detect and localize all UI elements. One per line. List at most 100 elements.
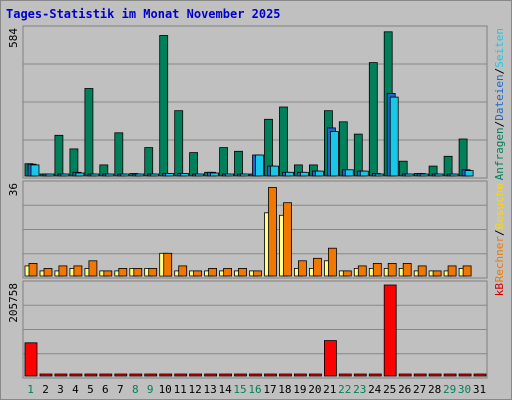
bar-kb-day18: [279, 373, 292, 377]
bar-seiten-day17: [270, 165, 279, 177]
bar-rechner-day3: [58, 265, 68, 277]
bar-seiten-day14: [225, 173, 235, 177]
bar-seiten-day4: [75, 172, 85, 177]
bar-rechner-day14: [223, 267, 233, 277]
x-tick-label: 5: [87, 383, 94, 396]
bar-rechner-day26: [402, 262, 412, 277]
legend-bottom: kB: [493, 283, 506, 297]
bar-kb-day10: [159, 373, 173, 377]
bar-kb-day22: [338, 373, 352, 377]
bar-kb-day12: [189, 373, 203, 377]
bar-seiten-day15: [240, 173, 249, 177]
bar-anfragen-day10: [159, 35, 169, 177]
x-tick-label: 27: [413, 383, 426, 396]
bar-rechner-day20: [312, 257, 322, 277]
x-tick-label: 31: [473, 383, 486, 396]
bar-kb-day6: [99, 373, 113, 377]
bar-kb-day16: [249, 373, 262, 377]
chart-title: Tages-Statistik im Monat November 2025: [6, 7, 281, 21]
bar-anfragen-day3: [54, 134, 64, 177]
bar-seiten-day9: [150, 173, 160, 177]
x-tick-label: 26: [398, 383, 411, 396]
bar-rechner-day15: [238, 267, 247, 277]
bar-seiten-day25: [389, 96, 399, 177]
bar-rechner-day6: [103, 270, 113, 277]
bar-kb-day7: [114, 373, 128, 377]
x-tick-label: 6: [102, 383, 109, 396]
x-tick-label: 15: [233, 383, 246, 396]
ymax-label-top: 584: [7, 28, 20, 48]
bar-seiten-day16: [255, 154, 264, 177]
bar-seiten-day26: [404, 173, 414, 177]
bar-kb-day17: [264, 373, 277, 377]
bar-rechner-day22: [342, 270, 352, 277]
bar-seiten-day21: [329, 131, 339, 177]
x-tick-label: 30: [458, 383, 471, 396]
bar-seiten-day1: [30, 164, 40, 177]
bar-rechner-day25: [387, 262, 397, 277]
bar-anfragen-day5: [84, 88, 94, 177]
bar-seiten-day13: [210, 172, 220, 177]
bar-kb-day11: [174, 373, 188, 377]
bar-kb-day24: [368, 373, 382, 377]
legend-item: Anfragen: [493, 127, 506, 180]
bar-kb-day25: [383, 284, 397, 377]
bar-rechner-day5: [88, 260, 98, 277]
legend-item: /: [493, 229, 506, 236]
bar-rechner-day17: [268, 187, 277, 277]
bar-rechner-day23: [357, 265, 367, 277]
bar-anfragen-day23: [353, 133, 363, 177]
x-tick-label: 18: [278, 383, 291, 396]
bar-seiten-day24: [374, 173, 384, 177]
x-tick-label: 16: [248, 383, 261, 396]
bar-anfragen-day9: [144, 147, 154, 177]
x-tick-label: 10: [159, 383, 172, 396]
bar-rechner-day1: [28, 262, 38, 277]
bar-rechner-day21: [327, 247, 337, 277]
x-tick-label: 3: [57, 383, 64, 396]
bar-rechner-day2: [43, 267, 53, 277]
bar-rechner-day13: [208, 267, 218, 277]
bar-kb-day29: [443, 373, 457, 377]
bar-seiten-day30: [464, 170, 474, 177]
legend-item: /: [493, 121, 506, 128]
bar-anfragen-day11: [174, 110, 184, 177]
bar-kb-day8: [129, 373, 143, 377]
bar-rechner-day16: [253, 270, 262, 277]
x-tick-label: 11: [174, 383, 187, 396]
legend-item: kB: [493, 283, 506, 297]
bar-seiten-day28: [434, 173, 444, 177]
x-tick-label: 14: [218, 383, 232, 396]
bar-seiten-day12: [195, 173, 205, 177]
x-tick-label: 24: [368, 383, 382, 396]
bar-seiten-day19: [299, 171, 309, 177]
legend-top: Anfragen/Dateien/Seiten: [493, 28, 506, 180]
bar-seiten-day2: [45, 173, 55, 177]
bar-kb-day1: [24, 342, 38, 377]
bar-rechner-day12: [193, 270, 203, 277]
bar-kb-day20: [308, 373, 322, 377]
bar-rechner-day24: [372, 262, 382, 277]
bar-seiten-day7: [120, 173, 130, 177]
x-tick-label: 7: [117, 383, 124, 396]
bar-anfragen-day7: [114, 132, 124, 177]
bar-kb-day14: [219, 373, 233, 377]
legend-item: /: [493, 68, 506, 75]
bar-seiten-day20: [314, 170, 324, 177]
bar-anfragen-day14: [219, 147, 229, 177]
bar-kb-day30: [458, 373, 472, 377]
x-tick-label: 21: [323, 383, 336, 396]
bar-rechner-day30: [462, 265, 472, 277]
x-tick-label: 12: [188, 383, 201, 396]
bar-seiten-day10: [165, 173, 175, 177]
x-tick-label: 17: [263, 383, 276, 396]
bar-seiten-day8: [135, 173, 145, 177]
x-tick-label: 13: [203, 383, 216, 396]
bar-rechner-day11: [178, 265, 188, 277]
legend-item: Dateien: [493, 74, 506, 120]
legend-item: Rechner: [493, 236, 506, 283]
bar-kb-day28: [428, 373, 442, 377]
bar-anfragen-day29: [443, 155, 453, 177]
x-tick-label: 23: [353, 383, 366, 396]
bar-rechner-day18: [283, 202, 292, 277]
